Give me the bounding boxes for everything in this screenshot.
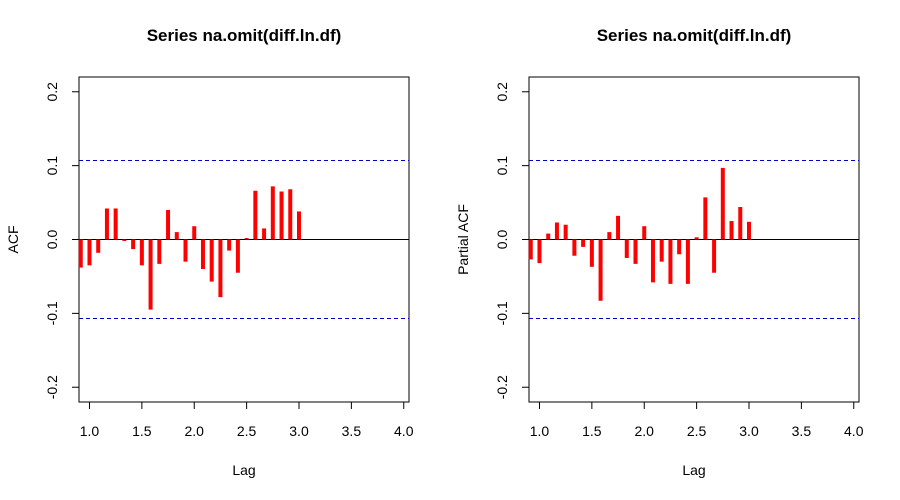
chart-title: Series na.omit(diff.ln.df): [147, 26, 342, 45]
x-tick-label: 3.0: [739, 423, 759, 439]
x-tick-label: 4.0: [394, 423, 414, 439]
y-axis-label: ACF: [5, 226, 21, 254]
y-tick-label: 0.0: [494, 230, 510, 250]
y-tick-label: 0.2: [494, 82, 510, 102]
x-tick-label: 2.0: [635, 423, 655, 439]
acf-panel: Series na.omit(diff.ln.df) 1.0 1.5 2.0 2.5 3.…: [5, 26, 414, 478]
chart-title: Series na.omit(diff.ln.df): [597, 26, 792, 45]
y-tick-label: -0.2: [44, 375, 60, 399]
x-tick-label: 3.5: [792, 423, 812, 439]
x-axis-label: Lag: [682, 462, 705, 478]
x-tick-label: 2.5: [237, 423, 257, 439]
pacf-panel: Series na.omit(diff.ln.df) 1.0 1.5 2.0 2.5 3.…: [455, 26, 864, 478]
x-tick-label: 3.0: [289, 423, 309, 439]
y-tick-label: 0.2: [44, 82, 60, 102]
x-tick-label: 3.5: [342, 423, 362, 439]
x-tick-label: 1.5: [132, 423, 152, 439]
y-tick-label: -0.1: [494, 301, 510, 325]
y-tick-label: -0.1: [44, 301, 60, 325]
x-tick-label: 2.5: [687, 423, 707, 439]
x-axis-label: Lag: [232, 462, 255, 478]
y-tick-label: 0.1: [44, 156, 60, 176]
y-tick-label: 0.1: [494, 156, 510, 176]
y-axis-label: Partial ACF: [455, 204, 471, 275]
x-tick-label: 4.0: [844, 423, 864, 439]
x-tick-label: 1.0: [530, 423, 550, 439]
y-tick-label: -0.2: [494, 375, 510, 399]
x-tick-label: 2.0: [185, 423, 205, 439]
x-tick-label: 1.0: [80, 423, 100, 439]
x-tick-label: 1.5: [582, 423, 602, 439]
y-tick-label: 0.0: [44, 230, 60, 250]
